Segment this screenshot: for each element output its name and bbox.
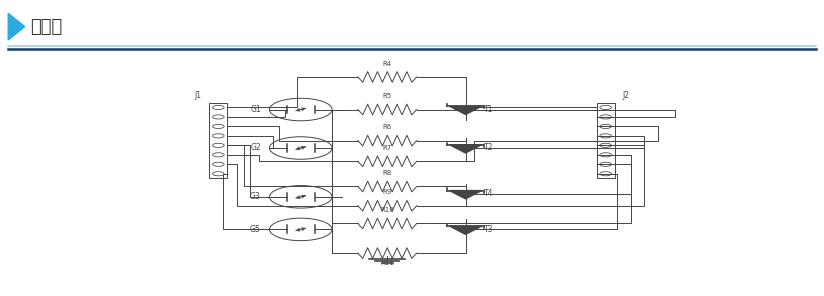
Text: R8: R8 [382, 170, 392, 176]
Text: R5: R5 [382, 93, 392, 99]
Text: R11: R11 [381, 260, 394, 266]
Text: J1: J1 [194, 91, 201, 100]
Text: J2: J2 [623, 91, 630, 100]
Bar [209, 103, 227, 178]
Polygon shape [449, 145, 482, 153]
Text: R4: R4 [382, 61, 392, 67]
Text: T3: T3 [484, 225, 494, 234]
Polygon shape [449, 226, 482, 234]
Text: G5: G5 [250, 225, 261, 234]
Text: T1: T1 [484, 105, 493, 114]
Text: R6: R6 [382, 124, 392, 130]
Text: G1: G1 [250, 105, 260, 114]
Text: T2: T2 [484, 144, 493, 152]
Text: 原理图: 原理图 [30, 18, 63, 36]
Text: R10: R10 [381, 207, 394, 213]
Text: R7: R7 [382, 145, 392, 151]
Bar [597, 103, 615, 178]
Polygon shape [449, 106, 482, 115]
Text: G3: G3 [250, 192, 261, 201]
Polygon shape [449, 191, 482, 199]
Text: R9: R9 [382, 189, 392, 195]
Polygon shape [8, 13, 25, 40]
Text: T4: T4 [484, 189, 494, 198]
Text: G2: G2 [250, 144, 260, 152]
